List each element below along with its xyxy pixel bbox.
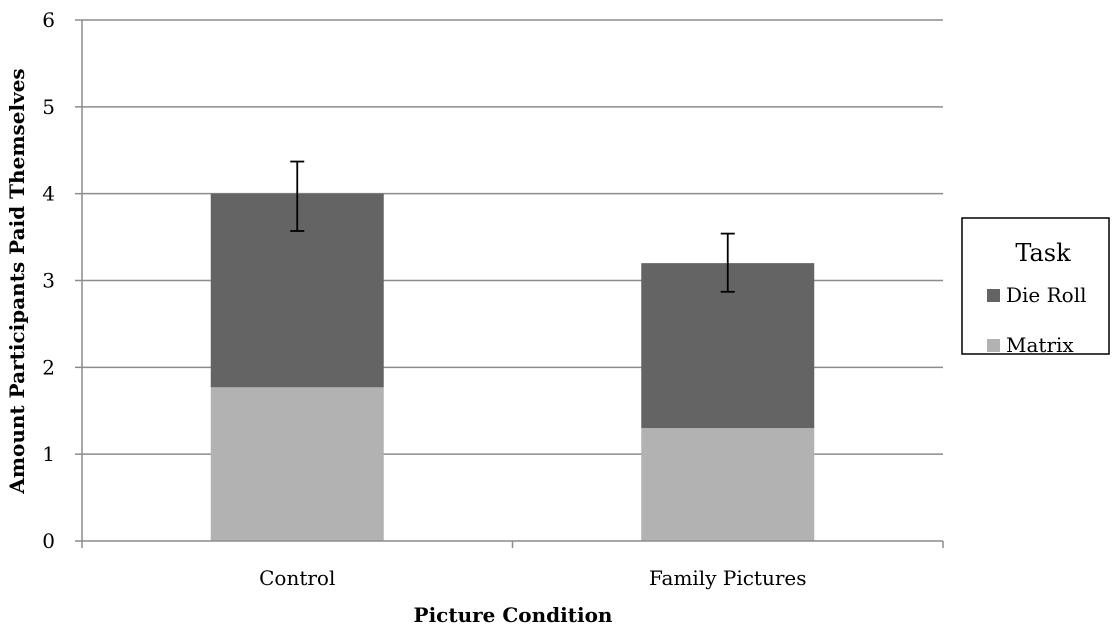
- y-tick-label-2: 2: [42, 355, 55, 379]
- legend-swatch-1: [987, 339, 1000, 352]
- y-tick-label-5: 5: [42, 95, 55, 119]
- bar-matrix-1: [641, 428, 815, 541]
- x-tick-label-0: Control: [259, 566, 335, 590]
- legend: Task Die Roll Matrix: [961, 217, 1110, 357]
- y-axis-title: Amount Participants Paid Themselves: [5, 68, 29, 494]
- x-tick-label-1: Family Pictures: [649, 566, 807, 590]
- legend-label-1: Matrix: [1006, 333, 1074, 357]
- y-tick-label-3: 3: [42, 269, 55, 293]
- y-tick-label-4: 4: [42, 182, 55, 206]
- axes: [75, 19, 944, 548]
- bar-matrix-0: [210, 387, 384, 541]
- legend-entries: Die Roll Matrix: [987, 283, 1087, 357]
- y-tick-label-1: 1: [42, 442, 55, 466]
- y-tick-label-0: 0: [42, 529, 55, 553]
- tick-labels: 0 1 2 3 4 5 6 Control Family Pictures: [42, 8, 806, 590]
- legend-swatch-0: [987, 289, 1000, 302]
- legend-label-0: Die Roll: [1006, 283, 1087, 307]
- error-bars: [290, 160, 735, 293]
- legend-title: Task: [1015, 239, 1071, 267]
- legend-box: [961, 217, 1110, 355]
- y-tick-label-6: 6: [42, 8, 55, 32]
- x-axis-title: Picture Condition: [414, 603, 613, 627]
